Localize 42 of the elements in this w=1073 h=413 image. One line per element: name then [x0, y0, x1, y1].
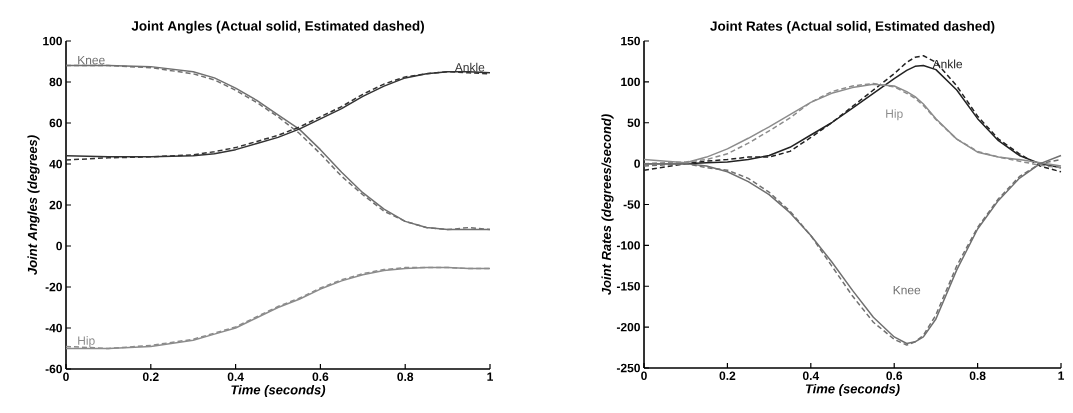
series-label: Hip: [886, 109, 903, 121]
y-tick-label: 0: [56, 241, 62, 251]
y-axis-title: Joint Angles (degrees): [27, 135, 40, 275]
y-tick-label: 60: [49, 118, 62, 128]
y-tick-label: 40: [49, 159, 62, 169]
y-tick-label: -250: [616, 363, 640, 373]
x-tick-label: 0.8: [397, 372, 414, 382]
series-label: Ankle: [454, 62, 485, 72]
series-label: Knee: [78, 56, 105, 65]
x-tick-label: 0.2: [719, 371, 736, 381]
y-tick-label: 0: [634, 159, 640, 168]
y-tick-label: 150: [621, 36, 640, 46]
chart-title: Joint Rates (Actual solid, Estimated dashed): [710, 20, 995, 34]
x-tick-label: 1: [487, 372, 494, 381]
y-tick-label: 80: [49, 77, 62, 87]
y-tick-label: -60: [45, 364, 62, 374]
x-tick-label: 0.4: [227, 372, 244, 382]
chart-title: Joint Angles (Actual solid, Estimated dashed): [131, 20, 424, 34]
y-tick-label: 50: [627, 118, 640, 127]
series-label: Ankle: [932, 59, 963, 69]
y-tick-label: -100: [616, 241, 640, 250]
x-tick-label: 0.6: [886, 371, 903, 381]
text: Knee: [893, 285, 921, 295]
series-label: Hip: [78, 336, 95, 348]
x-tick-label: 0: [641, 371, 647, 381]
y-tick-label: -200: [616, 322, 640, 332]
y-tick-label: 100: [43, 36, 62, 46]
x-axis-title: Time (seconds): [231, 384, 326, 398]
y-tick-label: 20: [49, 200, 62, 210]
x-tick-label: 0.8: [969, 371, 986, 381]
y-tick-label: -20: [45, 282, 62, 292]
y-axis-title: Joint Rates (degrees/second): [601, 114, 614, 296]
x-tick-label: 0.6: [312, 372, 329, 382]
y-tick-label: -40: [45, 323, 62, 333]
x-axis-title: Time (seconds): [805, 383, 900, 397]
y-tick-label: -150: [616, 282, 640, 291]
x-tick-label: 0.4: [802, 371, 820, 381]
x-tick-label: 0.2: [142, 372, 159, 382]
y-tick-label: -50: [623, 200, 640, 209]
x-tick-label: 0: [63, 372, 69, 382]
y-tick-label: 100: [621, 77, 640, 87]
x-tick-label: 1: [1058, 371, 1065, 380]
